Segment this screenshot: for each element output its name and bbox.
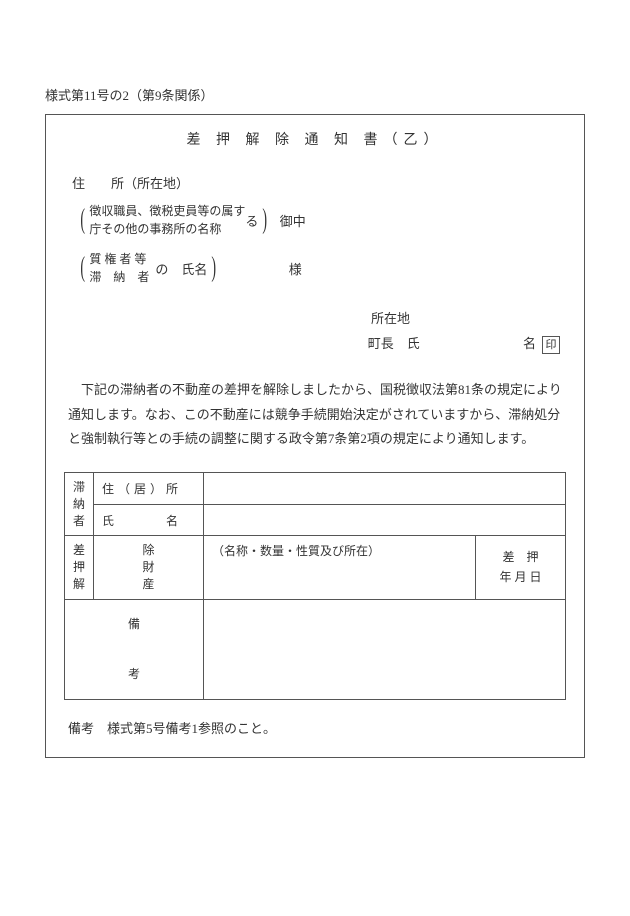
issuer-title: 町長 氏 <box>368 336 420 351</box>
address-line: 住 所（所在地） <box>72 173 566 192</box>
row-name: 氏 名 <box>94 504 204 536</box>
footer-note: 備考 様式第5号備考1参照のこと。 <box>68 718 566 737</box>
bracket1-line3: 庁その他の事務所の名称 <box>89 222 221 236</box>
body-paragraph: 下記の滞納者の不動産の差押を解除しましたから、国税徴収法第81条の規定により通知… <box>68 378 562 452</box>
col-release-a: 差押解 <box>65 536 94 599</box>
cell-name-value <box>204 504 566 536</box>
col-delinquent: 滞納者 <box>65 473 94 536</box>
sama: 様 <box>289 259 302 278</box>
document-frame: 差 押 解 除 通 知 書（乙） 住 所（所在地） ( 徴収職員、徴税吏員等の属… <box>45 114 585 758</box>
seal-icon: 印 <box>542 336 560 354</box>
col-remarks: 備考 <box>65 599 204 699</box>
document-title: 差 押 解 除 通 知 書（乙） <box>64 129 566 149</box>
onchu: 御中 <box>280 211 306 230</box>
col-release-b: 除財産 <box>94 536 204 599</box>
issuer-na: 名 <box>523 336 536 351</box>
cell-address-value <box>204 473 566 505</box>
bracket2-line3: 滞 納 者 <box>89 270 149 284</box>
address-label: 住 所（所在地） <box>72 176 189 191</box>
paren-left-icon: ( <box>80 206 85 234</box>
cell-property-desc: （名称・数量・性質及び所在） <box>204 536 476 599</box>
details-table: 滞納者 住（居）所 氏 名 差押解 除財産 （名称・数量・性質及び所在） 差 押… <box>64 472 566 700</box>
cell-remarks-value <box>204 599 566 699</box>
paren-right-icon: ) <box>212 254 217 282</box>
bracket2-line2: の 氏名 <box>155 259 207 278</box>
issuer-name-line: 町長 氏 名印 <box>64 333 560 354</box>
issuer-location: 所在地 <box>64 308 560 327</box>
bracket1-line2: る <box>245 211 258 230</box>
row-address: 住（居）所 <box>94 473 204 505</box>
cell-seizure-date: 差 押年 月 日 <box>476 536 566 599</box>
bracket2-line1: 質 権 者 等 <box>89 252 146 266</box>
recipient-block-1: ( 徴収職員、徴税吏員等の属す 庁その他の事務所の名称 る ) 御中 <box>78 202 566 238</box>
paren-left-icon: ( <box>80 254 85 282</box>
recipient-block-2: ( 質 権 者 等 滞 納 者 の 氏名 ) 様 <box>78 250 566 286</box>
bracket1-line1: 徴収職員、徴税吏員等の属す <box>89 204 245 218</box>
paren-right-icon: ) <box>263 206 268 234</box>
form-number: 様式第11号の2（第9条関係） <box>45 85 585 104</box>
